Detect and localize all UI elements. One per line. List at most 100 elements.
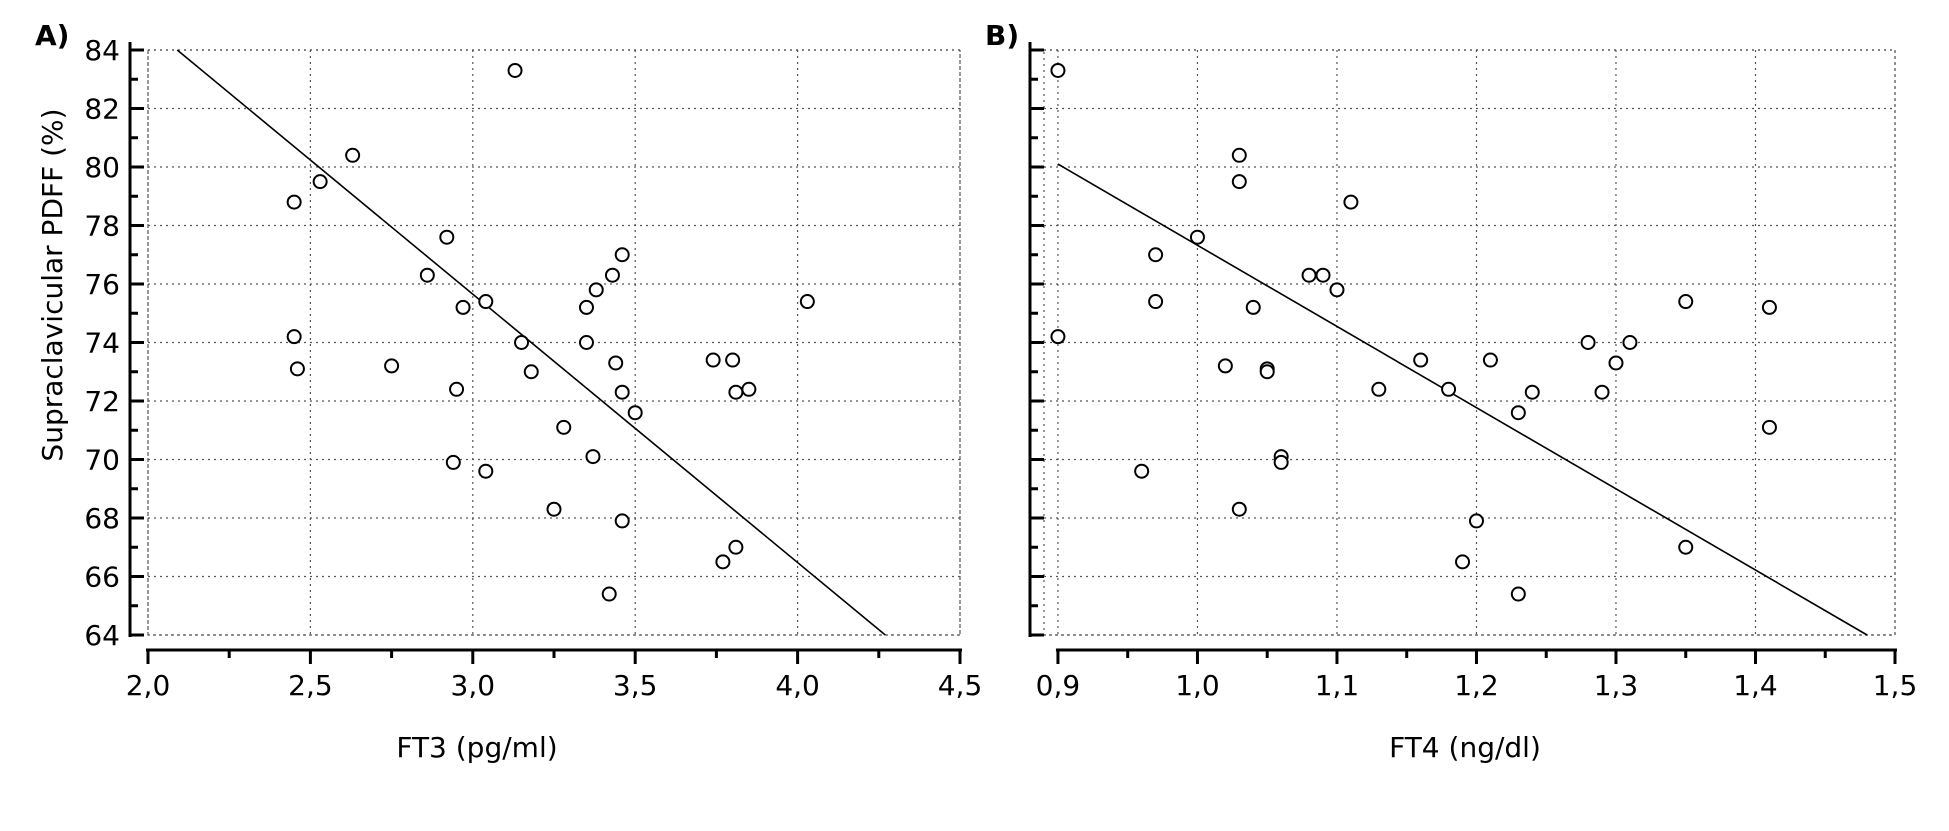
panel-a-data-point (585, 449, 601, 465)
panel-b-x-axis-title: FT4 (ng/dl) (1389, 731, 1541, 764)
panel-a-data-point (588, 282, 604, 298)
panel-a-data-point (715, 554, 731, 570)
panel-a-y-tick-label: 70 (84, 444, 120, 477)
panel-a-y-tick-label: 64 (84, 619, 120, 652)
panel-b-x-tick-label: 1,2 (1454, 669, 1499, 702)
panel-a-data-point (546, 501, 562, 517)
panel-a-x-axis-title: FT3 (pg/ml) (396, 731, 557, 764)
panel-a-data-point (556, 419, 572, 435)
panel-b-data-point (1413, 352, 1429, 368)
panel-b-axes: 0,9 1,0 1,1 1,2 1,3 1,4 1,5 (1028, 42, 1918, 702)
panel-a-data-point (478, 463, 494, 479)
panel-a-axes: 64 66 68 70 72 74 76 78 80 82 84 2,0 2,5 3,0 3,5 4,0 4,5 (84, 34, 982, 702)
panel-b-data-point (1231, 501, 1247, 517)
panel-a-x-tick-label: 3,5 (613, 669, 658, 702)
panel-b-data-point (1761, 419, 1777, 435)
panel-a-x-tick-label: 2,5 (288, 669, 333, 702)
panel-a-data-point (728, 539, 744, 555)
panel-b-data-point (1524, 384, 1540, 400)
panel-a-data-point (604, 267, 620, 283)
panel-b-x-tick-label: 1,5 (1873, 669, 1918, 702)
panel-a-grid (147, 49, 961, 636)
panel-a-data-point (455, 299, 471, 315)
panel-b-data-point (1468, 513, 1484, 529)
panel-b-data-point (1050, 62, 1066, 78)
panel-a-fit-line (176, 49, 886, 636)
panel-b-data-point (1050, 329, 1066, 345)
panel-b-data-point (1315, 267, 1331, 283)
panel-a-data-point (507, 62, 523, 78)
panel-b-letter: B) (985, 19, 1019, 52)
panel-b-x-tick-label: 1,0 (1175, 669, 1220, 702)
panel-a-letter: A) (35, 19, 69, 52)
panel-a-data-point (445, 454, 461, 470)
panel-a-data-point (799, 294, 815, 310)
panel-b-data-point (1510, 586, 1526, 602)
panel-a-y-tick-label: 78 (84, 210, 120, 243)
panel-a-data-point (705, 352, 721, 368)
panel-b-data-point (1580, 335, 1596, 350)
panel-b-data-point (1455, 554, 1471, 570)
panel-b-data-point (1329, 282, 1345, 298)
panel-a-data-point (312, 174, 328, 190)
panel-a-data-point (725, 352, 741, 368)
panel-b-data-point (1231, 174, 1247, 190)
panel-b-x-tick-label: 1,3 (1594, 669, 1639, 702)
panel-b-plot-frame (1043, 49, 1896, 636)
panel-b-data-point (1259, 364, 1275, 380)
panel-b-data-point (1301, 267, 1317, 283)
panel-a-x-tick-label: 2,0 (126, 669, 171, 702)
panel-b-data-point (1371, 381, 1387, 397)
panel-a-data-point (614, 513, 630, 529)
panel-b-x-tick-label: 1,1 (1315, 669, 1360, 702)
panel-a-data-point (741, 381, 757, 397)
panel-a-y-tick-label: 80 (84, 151, 120, 184)
panel-a-data-point (614, 384, 630, 400)
panel-a-y-tick-label: 72 (84, 385, 120, 418)
panel-a-data-point (449, 381, 465, 397)
panel-b-grid (1043, 49, 1896, 636)
panel-a-scatter: A) Supraclavicular PDFF (%) FT3 (pg/ml) … (35, 19, 982, 764)
panel-b-data-point (1608, 355, 1624, 371)
panel-a-y-axis-title: Supraclavicular PDFF (%) (36, 108, 69, 461)
panel-a-points (286, 62, 815, 602)
panel-a-x-tick-label: 4,5 (938, 669, 983, 702)
panel-b-data-point (1245, 299, 1261, 315)
panel-a-data-point (439, 229, 455, 245)
panel-b-data-point (1148, 247, 1164, 263)
panel-b-data-point (1622, 335, 1638, 350)
panel-b-data-point (1482, 352, 1498, 368)
panel-a-y-tick-label: 82 (84, 93, 120, 126)
panel-b-data-point (1678, 539, 1694, 555)
panel-b-data-point (1189, 229, 1205, 245)
panel-b-points (1050, 62, 1777, 602)
panel-a-y-tick-label: 84 (84, 34, 120, 67)
panel-b-data-point (1441, 381, 1457, 397)
panel-a-y-tick-label: 76 (84, 268, 120, 301)
panel-a-data-point (286, 194, 302, 210)
panel-b-x-tick-label: 0,9 (1036, 669, 1081, 702)
panel-b-data-point (1273, 454, 1289, 470)
panel-a-data-point (601, 586, 617, 602)
panel-b-data-point (1217, 358, 1233, 374)
panel-a-data-point (384, 358, 400, 374)
panel-b-x-tick-label: 1,4 (1733, 669, 1778, 702)
panel-a-data-point (578, 335, 594, 350)
panel-b-data-point (1343, 194, 1359, 210)
panel-b-data-point (1231, 147, 1247, 163)
panel-b-scatter: B) FT4 (ng/dl) 0,9 1,0 1,1 1,2 1,3 1,4 1,5 (985, 19, 1917, 764)
panel-a-data-point (286, 329, 302, 345)
panel-a-data-point (614, 247, 630, 263)
panel-b-data-point (1148, 294, 1164, 310)
panel-b-data-point (1134, 463, 1150, 479)
panel-a-data-point (523, 364, 539, 380)
panel-b-data-point (1761, 299, 1777, 315)
panel-a-data-point (514, 335, 530, 350)
panel-a-data-point (419, 267, 435, 283)
panel-a-data-point (345, 147, 361, 163)
panel-b-data-point (1510, 405, 1526, 421)
panel-a-y-tick-label: 68 (84, 502, 120, 535)
panel-a-x-tick-label: 4,0 (775, 669, 820, 702)
panel-a-data-point (627, 405, 643, 421)
